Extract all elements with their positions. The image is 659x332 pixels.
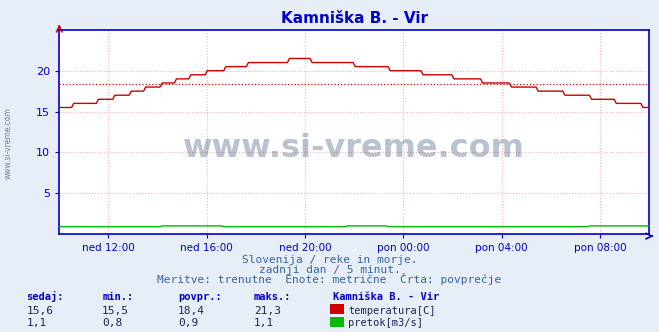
Text: maks.:: maks.:	[254, 292, 291, 302]
Text: Kamniška B. - Vir: Kamniška B. - Vir	[333, 292, 439, 302]
Text: www.si-vreme.com: www.si-vreme.com	[183, 133, 525, 164]
Text: povpr.:: povpr.:	[178, 292, 221, 302]
Text: www.si-vreme.com: www.si-vreme.com	[3, 107, 13, 179]
Text: Meritve: trenutne  Enote: metrične  Črta: povprečje: Meritve: trenutne Enote: metrične Črta: …	[158, 273, 501, 285]
Text: Slovenija / reke in morje.: Slovenija / reke in morje.	[242, 255, 417, 265]
Text: www.si-vreme.com: www.si-vreme.com	[183, 133, 525, 164]
Text: 15,5: 15,5	[102, 306, 129, 316]
Text: 15,6: 15,6	[26, 306, 53, 316]
Text: 1,1: 1,1	[26, 318, 47, 328]
Text: 18,4: 18,4	[178, 306, 205, 316]
Text: zadnji dan / 5 minut.: zadnji dan / 5 minut.	[258, 265, 401, 275]
Title: Kamniška B. - Vir: Kamniška B. - Vir	[281, 11, 428, 26]
Text: pretok[m3/s]: pretok[m3/s]	[348, 318, 423, 328]
Text: 21,3: 21,3	[254, 306, 281, 316]
Text: 1,1: 1,1	[254, 318, 274, 328]
Text: 0,9: 0,9	[178, 318, 198, 328]
Text: 0,8: 0,8	[102, 318, 123, 328]
Text: temperatura[C]: temperatura[C]	[348, 306, 436, 316]
Text: min.:: min.:	[102, 292, 133, 302]
Text: sedaj:: sedaj:	[26, 291, 64, 302]
